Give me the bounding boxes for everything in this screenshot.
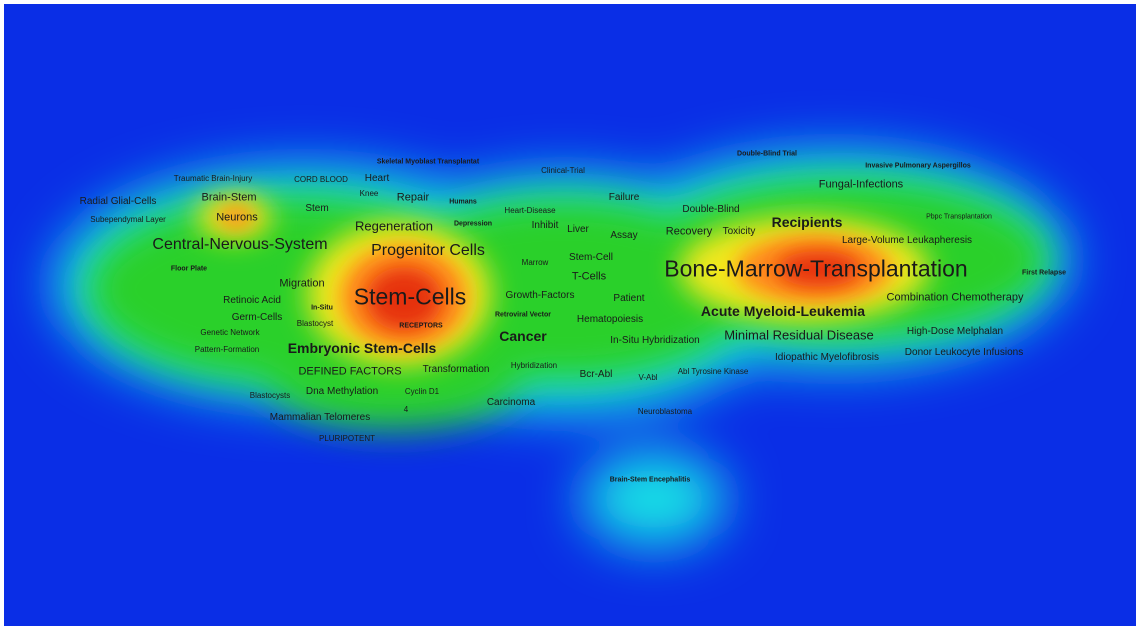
term-label: Donor Leukocyte Infusions	[904, 347, 1024, 358]
term-label: Marrow	[521, 258, 549, 267]
term-label: Combination Chemotherapy	[886, 291, 1024, 304]
term-label: Dna Methylation	[305, 386, 379, 397]
term-label: T-Cells	[571, 270, 607, 283]
term-label: V-Abl	[638, 373, 658, 382]
term-label: Bone-Marrow-Transplantation	[664, 255, 968, 282]
term-label: Fungal-Infections	[818, 178, 904, 191]
term-label: Germ-Cells	[231, 312, 283, 323]
term-label: Stem-Cell	[569, 252, 613, 263]
term-label: Embryonic Stem-Cells	[287, 340, 437, 356]
term-label: Invasive Pulmonary Aspergillos	[865, 162, 971, 170]
term-label: Blastocyst	[296, 319, 334, 328]
term-label: DEFINED FACTORS	[298, 365, 402, 378]
term-label: PLURIPOTENT	[318, 434, 376, 443]
term-label: Heart-Disease	[504, 206, 556, 215]
term-label: Brain-Stem	[201, 191, 257, 204]
density-map: Skeletal Myoblast Transplantat Clinical-…	[4, 4, 1136, 626]
term-label: Double-Blind	[682, 204, 740, 215]
term-label: CORD BLOOD	[294, 175, 348, 184]
term-label: Toxicity	[722, 226, 756, 237]
term-label: Clinical-Trial	[541, 166, 585, 175]
term-label: Central-Nervous-System	[152, 236, 328, 253]
term-label: Failure	[608, 192, 640, 203]
term-label: Regeneration	[354, 218, 434, 234]
term-label: Idiopathic Myelofibrosis	[775, 352, 879, 363]
term-label: Cyclin D1	[404, 387, 440, 396]
term-label: Liver	[567, 224, 589, 235]
term-label: Mammalian Telomeres	[269, 412, 371, 423]
term-label: Acute Myeloid-Leukemia	[700, 303, 866, 319]
term-label: Double-Blind Trial	[737, 150, 797, 158]
term-label: Migration	[279, 277, 325, 290]
term-label: Neurons	[216, 211, 258, 224]
density-layer-red	[366, 251, 861, 331]
term-label: Neuroblastoma	[637, 407, 693, 416]
term-label: Carcinoma	[486, 397, 536, 408]
term-label: Recipients	[771, 214, 843, 230]
term-label: Humans	[449, 198, 477, 206]
term-label: Knee	[359, 189, 379, 198]
term-label: Assay	[610, 230, 638, 241]
term-label: Inhibit	[531, 220, 559, 231]
density-heatmap	[54, 151, 1069, 547]
term-label: Skeletal Myoblast Transplantat	[376, 158, 480, 166]
term-label: Progenitor Cells	[371, 242, 485, 259]
term-label: Stem-Cells	[353, 283, 467, 310]
term-label: Hematopoiesis	[576, 314, 644, 325]
term-label: Minimal Residual Disease	[724, 327, 874, 343]
term-label: Heart	[364, 173, 390, 184]
term-label: Growth-Factors	[505, 290, 575, 301]
term-label: Retinoic Acid	[223, 295, 281, 306]
term-label: Depression	[453, 220, 493, 228]
term-label: Large-Volume Leukapheresis	[841, 235, 973, 246]
term-label: Cancer	[499, 328, 547, 344]
term-label: Bcr-Abl	[579, 369, 613, 380]
term-label: Abl Tyrosine Kinase	[677, 367, 749, 376]
term-label: Transformation	[422, 364, 490, 375]
term-label: First Relapse	[1022, 269, 1066, 277]
term-label: RECEPTORS	[399, 322, 443, 330]
term-label: Blastocysts	[249, 391, 291, 400]
term-label: Genetic Network	[200, 328, 260, 337]
term-label: In-Situ Hybridization	[610, 335, 700, 346]
term-label: Recovery	[665, 225, 713, 238]
term-label: Hybridization	[510, 361, 558, 370]
term-label: Radial Glial-Cells	[79, 196, 157, 207]
term-label: Retroviral Vector	[494, 311, 552, 319]
term-label: Pattern-Formation	[194, 345, 260, 354]
term-label: High-Dose Melphalan	[906, 326, 1004, 337]
term-label: 4	[403, 405, 409, 414]
term-label: Repair	[396, 191, 430, 204]
term-label: Pbpc Transplantation	[926, 213, 992, 221]
term-label: Patient	[613, 293, 645, 304]
term-label: Traumatic Brain-Injury	[173, 174, 253, 183]
term-labels: Skeletal Myoblast Transplantat Clinical-…	[4, 4, 1136, 626]
term-label: Subependymal Layer	[90, 215, 166, 224]
term-label: In-Situ	[311, 304, 333, 312]
term-label: Floor Plate	[170, 265, 208, 273]
term-label: Stem	[305, 203, 329, 214]
term-label: Brain-Stem Encephalitis	[609, 476, 691, 484]
